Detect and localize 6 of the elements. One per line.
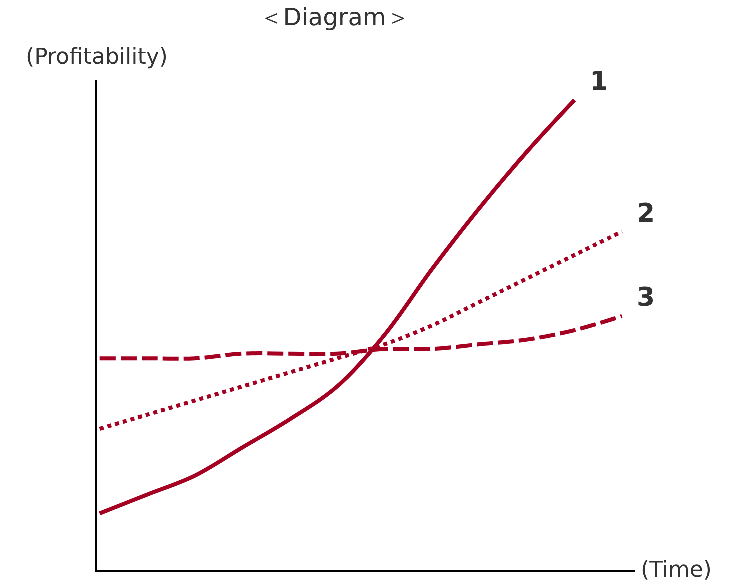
series-label: 1 xyxy=(590,67,608,97)
series-label: 2 xyxy=(637,199,656,229)
x-axis-title: (Time) xyxy=(641,558,712,580)
chart-title: ＜Diagram＞ xyxy=(259,4,410,32)
y-axis-title: (Profitability) xyxy=(26,45,168,70)
series-label: 3 xyxy=(637,283,656,313)
